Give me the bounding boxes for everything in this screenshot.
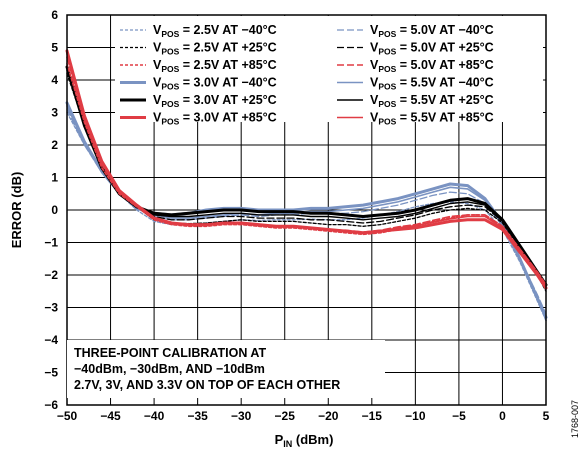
legend-label-sub: POS bbox=[378, 99, 396, 109]
legend-label-post: = 5.5V AT −40°C bbox=[396, 76, 493, 90]
annotation-line-3: 2.7V, 3V, AND 3.3V ON TOP OF EACH OTHER bbox=[74, 378, 340, 392]
legend-label-pre: V bbox=[153, 58, 162, 72]
legend-label-pre: V bbox=[153, 23, 162, 37]
legend-label: VPOS = 5.0V AT −40°C bbox=[370, 23, 494, 39]
legend-label: VPOS = 3.0V AT +85°C bbox=[153, 111, 277, 127]
legend-label-post: = 2.5V AT +85°C bbox=[179, 58, 276, 72]
legend-label-sub: POS bbox=[378, 117, 396, 127]
legend-label-pre: V bbox=[153, 76, 162, 90]
series-line bbox=[66, 111, 547, 322]
y-tick-label: −4 bbox=[44, 333, 58, 347]
legend-label-pre: V bbox=[370, 23, 379, 37]
legend-label-sub: POS bbox=[161, 64, 179, 74]
x-axis-label: PIN (dBm) bbox=[275, 432, 334, 449]
y-tick-label: −5 bbox=[44, 366, 58, 380]
series-layer bbox=[65, 49, 548, 322]
y-tick-label: −1 bbox=[44, 236, 58, 250]
x-axis-label-sub: IN bbox=[283, 439, 292, 449]
y-tick-label: 1 bbox=[51, 171, 58, 185]
y-tick-label: 2 bbox=[51, 138, 58, 152]
plot-frame bbox=[66, 14, 547, 406]
legend-label-post: = 3.0V AT +25°C bbox=[179, 93, 276, 107]
legend-label-post: = 5.5V AT +85°C bbox=[396, 111, 493, 125]
legend-label-pre: V bbox=[370, 76, 379, 90]
legend-label-sub: POS bbox=[378, 47, 396, 57]
x-tick-label: −35 bbox=[187, 409, 208, 423]
legend-label: VPOS = 5.5V AT +25°C bbox=[370, 93, 494, 109]
legend-label-pre: V bbox=[370, 111, 379, 125]
x-tick-label: −15 bbox=[362, 409, 383, 423]
legend-label-post: = 3.0V AT +85°C bbox=[179, 111, 276, 125]
y-tick-label: −6 bbox=[44, 398, 58, 412]
x-tick-label: 0 bbox=[499, 409, 506, 423]
legend-label: VPOS = 3.0V AT −40°C bbox=[153, 76, 277, 92]
legend-label-post: = 2.5V AT +25°C bbox=[179, 41, 276, 55]
y-tick-label: 5 bbox=[51, 41, 58, 55]
x-tick-label: −20 bbox=[318, 409, 339, 423]
legend-label-pre: V bbox=[153, 41, 162, 55]
legend-label-post: = 5.0V AT +85°C bbox=[396, 58, 493, 72]
legend-label: VPOS = 2.5V AT +85°C bbox=[153, 58, 277, 74]
legend-label-pre: V bbox=[153, 111, 162, 125]
legend-label-post: = 5.5V AT +25°C bbox=[396, 93, 493, 107]
x-tick-label: 5 bbox=[543, 409, 550, 423]
annotation-line-1: THREE-POINT CALIBRATION AT bbox=[74, 346, 266, 360]
x-tick-label: −10 bbox=[405, 409, 426, 423]
legend-label: VPOS = 5.0V AT +25°C bbox=[370, 41, 494, 57]
y-tick-label: 0 bbox=[51, 203, 58, 217]
legend-label-post: = 5.0V AT −40°C bbox=[396, 23, 493, 37]
x-tick-label: −30 bbox=[231, 409, 252, 423]
plot-border bbox=[66, 14, 547, 406]
x-tick-label: −50 bbox=[57, 409, 78, 423]
legend-label-pre: V bbox=[370, 58, 379, 72]
y-tick-label: 3 bbox=[51, 106, 58, 120]
legend-label: VPOS = 5.5V AT −40°C bbox=[370, 76, 494, 92]
legend-label-pre: V bbox=[370, 93, 379, 107]
y-tick-label: −2 bbox=[44, 268, 58, 282]
y-tick-label: 4 bbox=[51, 73, 58, 87]
x-tick-label: −25 bbox=[275, 409, 296, 423]
legend-label-post: = 2.5V AT −40°C bbox=[179, 23, 276, 37]
x-tick-label: −5 bbox=[452, 409, 466, 423]
legend-label-pre: V bbox=[370, 41, 379, 55]
legend-box bbox=[115, 16, 543, 122]
legend-label-sub: POS bbox=[161, 117, 179, 127]
y-tick-label: −3 bbox=[44, 301, 58, 315]
y-axis-label: ERROR (dB) bbox=[9, 172, 24, 249]
annotation-box bbox=[67, 340, 385, 398]
legend-label: VPOS = 2.5V AT −40°C bbox=[153, 23, 277, 39]
legend-label-sub: POS bbox=[161, 29, 179, 39]
tick-labels: −50 −45 −40 −35 −30 −25 −20 −15 −10 −5 0 56543210−1… bbox=[44, 8, 549, 423]
legend-label: VPOS = 5.0V AT +85°C bbox=[370, 58, 494, 74]
x-tick-label: −45 bbox=[100, 409, 121, 423]
figure-id: 1768-007 bbox=[570, 400, 580, 438]
legend-label-sub: POS bbox=[378, 82, 396, 92]
legend-label-post: = 3.0V AT −40°C bbox=[179, 76, 276, 90]
x-axis-label-unit: (dBm) bbox=[292, 432, 333, 447]
legend-label-sub: POS bbox=[161, 47, 179, 57]
legend-label-sub: POS bbox=[378, 29, 396, 39]
series-line bbox=[65, 49, 548, 290]
x-tick-label: −40 bbox=[144, 409, 165, 423]
series-line bbox=[65, 65, 548, 287]
legend-label: VPOS = 5.5V AT +85°C bbox=[370, 111, 494, 127]
annotation-line-2: −40dBm, −30dBm, AND −10dBm bbox=[74, 362, 265, 376]
legend-label-sub: POS bbox=[161, 82, 179, 92]
x-axis-label-main: P bbox=[275, 432, 284, 447]
legend-label-pre: V bbox=[153, 93, 162, 107]
legend-label-sub: POS bbox=[378, 64, 396, 74]
legend-label: VPOS = 2.5V AT +25°C bbox=[153, 41, 277, 57]
legend-label-sub: POS bbox=[161, 99, 179, 109]
y-tick-label: 6 bbox=[51, 8, 58, 22]
legend-label-post: = 5.0V AT +25°C bbox=[396, 41, 493, 55]
legend-label: VPOS = 3.0V AT +25°C bbox=[153, 93, 277, 109]
